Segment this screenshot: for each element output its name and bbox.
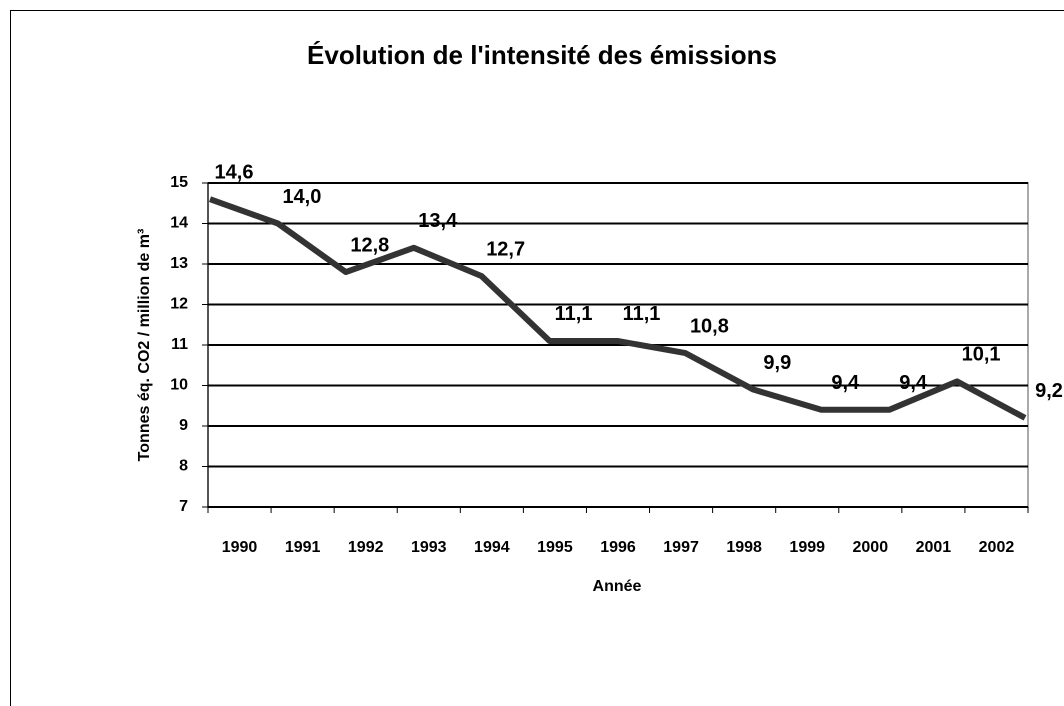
- value-label: 9,4: [899, 372, 928, 394]
- value-label: 14,0: [282, 186, 321, 208]
- value-label: 12,7: [486, 238, 525, 260]
- y-tick-label: 10: [170, 377, 188, 394]
- x-tick-label: 1993: [411, 539, 447, 556]
- x-tick-label: 1997: [663, 539, 699, 556]
- y-axis-label: Tonnes éq. CO2 / million de m³: [136, 229, 153, 462]
- y-tick-label: 15: [170, 174, 188, 191]
- value-label: 9,2: [1035, 380, 1063, 402]
- chart-title: Évolution de l'intensité des émissions: [307, 40, 777, 70]
- value-label: 14,6: [215, 161, 254, 183]
- x-tick-label: 1998: [726, 539, 762, 556]
- value-label: 12,8: [350, 234, 389, 256]
- x-axis-label: Année: [593, 578, 642, 595]
- x-tick-label: 1995: [537, 539, 573, 556]
- value-label: 10,1: [962, 344, 1001, 366]
- x-tick-label: 1992: [348, 539, 384, 556]
- y-tick-label: 14: [170, 215, 188, 232]
- y-tick-label: 9: [179, 417, 188, 434]
- x-tick-label: 1996: [600, 539, 636, 556]
- y-tick-label: 13: [170, 255, 188, 272]
- chart-frame: [10, 10, 1064, 706]
- x-tick-label: 1991: [285, 539, 321, 556]
- x-tick-label: 2001: [916, 539, 952, 556]
- x-tick-label: 1999: [789, 539, 825, 556]
- value-label: 13,4: [418, 210, 458, 232]
- x-tick-label: 2000: [853, 539, 889, 556]
- y-tick-label: 8: [179, 458, 188, 475]
- x-tick-label: 1994: [474, 539, 510, 556]
- value-label: 9,9: [763, 352, 791, 374]
- value-label: 11,1: [623, 303, 661, 325]
- value-label: 11,1: [555, 303, 593, 325]
- x-tick-label: 1990: [222, 539, 258, 556]
- x-tick-label: 2002: [979, 539, 1015, 556]
- y-tick-label: 11: [171, 336, 188, 353]
- value-label: 9,4: [831, 372, 860, 394]
- line: [208, 196, 1027, 421]
- value-label: 10,8: [690, 315, 729, 337]
- y-tick-label: 7: [179, 498, 188, 515]
- y-tick-label: 12: [170, 296, 188, 313]
